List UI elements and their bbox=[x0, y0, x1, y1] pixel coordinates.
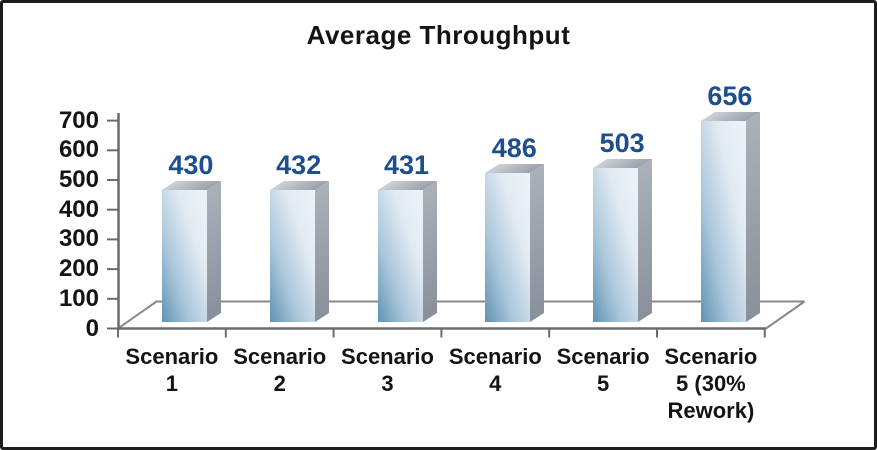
bar-scenario-4 bbox=[485, 163, 545, 322]
bar-scenario-5-30-rework bbox=[700, 111, 760, 322]
bar-front-face bbox=[269, 190, 315, 322]
bar-side-face bbox=[422, 180, 437, 322]
x-axis-category-label: Scenario 3 bbox=[341, 344, 434, 396]
bar-side-face bbox=[638, 158, 653, 322]
y-axis-tick-label: 500 bbox=[58, 166, 99, 193]
bar-side-face bbox=[745, 111, 760, 322]
bar-front-face bbox=[700, 121, 746, 322]
bar-front-face bbox=[485, 173, 531, 322]
y-axis-tick-label: 0 bbox=[85, 314, 99, 342]
y-axis-tick-label: 100 bbox=[58, 284, 99, 312]
floor-left-diagonal bbox=[117, 300, 158, 330]
bar-front-face bbox=[593, 168, 639, 322]
y-axis-tick-label: 700 bbox=[58, 106, 99, 134]
floor-right-diagonal bbox=[765, 300, 806, 330]
bar-scenario-5 bbox=[593, 158, 653, 322]
x-axis-category-label: Scenario 5 (30% Rework) bbox=[664, 344, 758, 423]
bar-value-label: 432 bbox=[276, 150, 322, 180]
bar-value-label: 430 bbox=[168, 150, 214, 180]
y-axis-tick-label: 400 bbox=[58, 195, 99, 223]
bar-front-face bbox=[161, 190, 207, 322]
bar-front-face bbox=[377, 190, 423, 322]
y-axis-tick-label: 200 bbox=[58, 255, 99, 283]
bar-value-label: 656 bbox=[707, 81, 753, 111]
bar-scenario-1 bbox=[161, 180, 221, 322]
y-axis-tick-label: 300 bbox=[58, 225, 99, 253]
bar-side-face bbox=[530, 163, 545, 322]
x-axis-category-label: Scenario 2 bbox=[233, 344, 327, 396]
bar-side-face bbox=[206, 180, 221, 322]
bar-scenario-2 bbox=[269, 180, 329, 322]
bar-value-label: 431 bbox=[383, 150, 430, 180]
bar-value-label: 486 bbox=[491, 133, 537, 163]
bar-value-label: 503 bbox=[599, 128, 645, 158]
x-axis-category-label: Scenario 1 bbox=[125, 344, 219, 396]
x-axis-category-label: Scenario 4 bbox=[448, 344, 542, 396]
bar-side-face bbox=[314, 180, 329, 322]
x-axis-category-label: Scenario 5 bbox=[556, 344, 650, 396]
y-axis-tick-label: 600 bbox=[58, 136, 99, 164]
bar-scenario-3 bbox=[377, 180, 437, 322]
chart-title: Average Throughput bbox=[306, 20, 571, 50]
